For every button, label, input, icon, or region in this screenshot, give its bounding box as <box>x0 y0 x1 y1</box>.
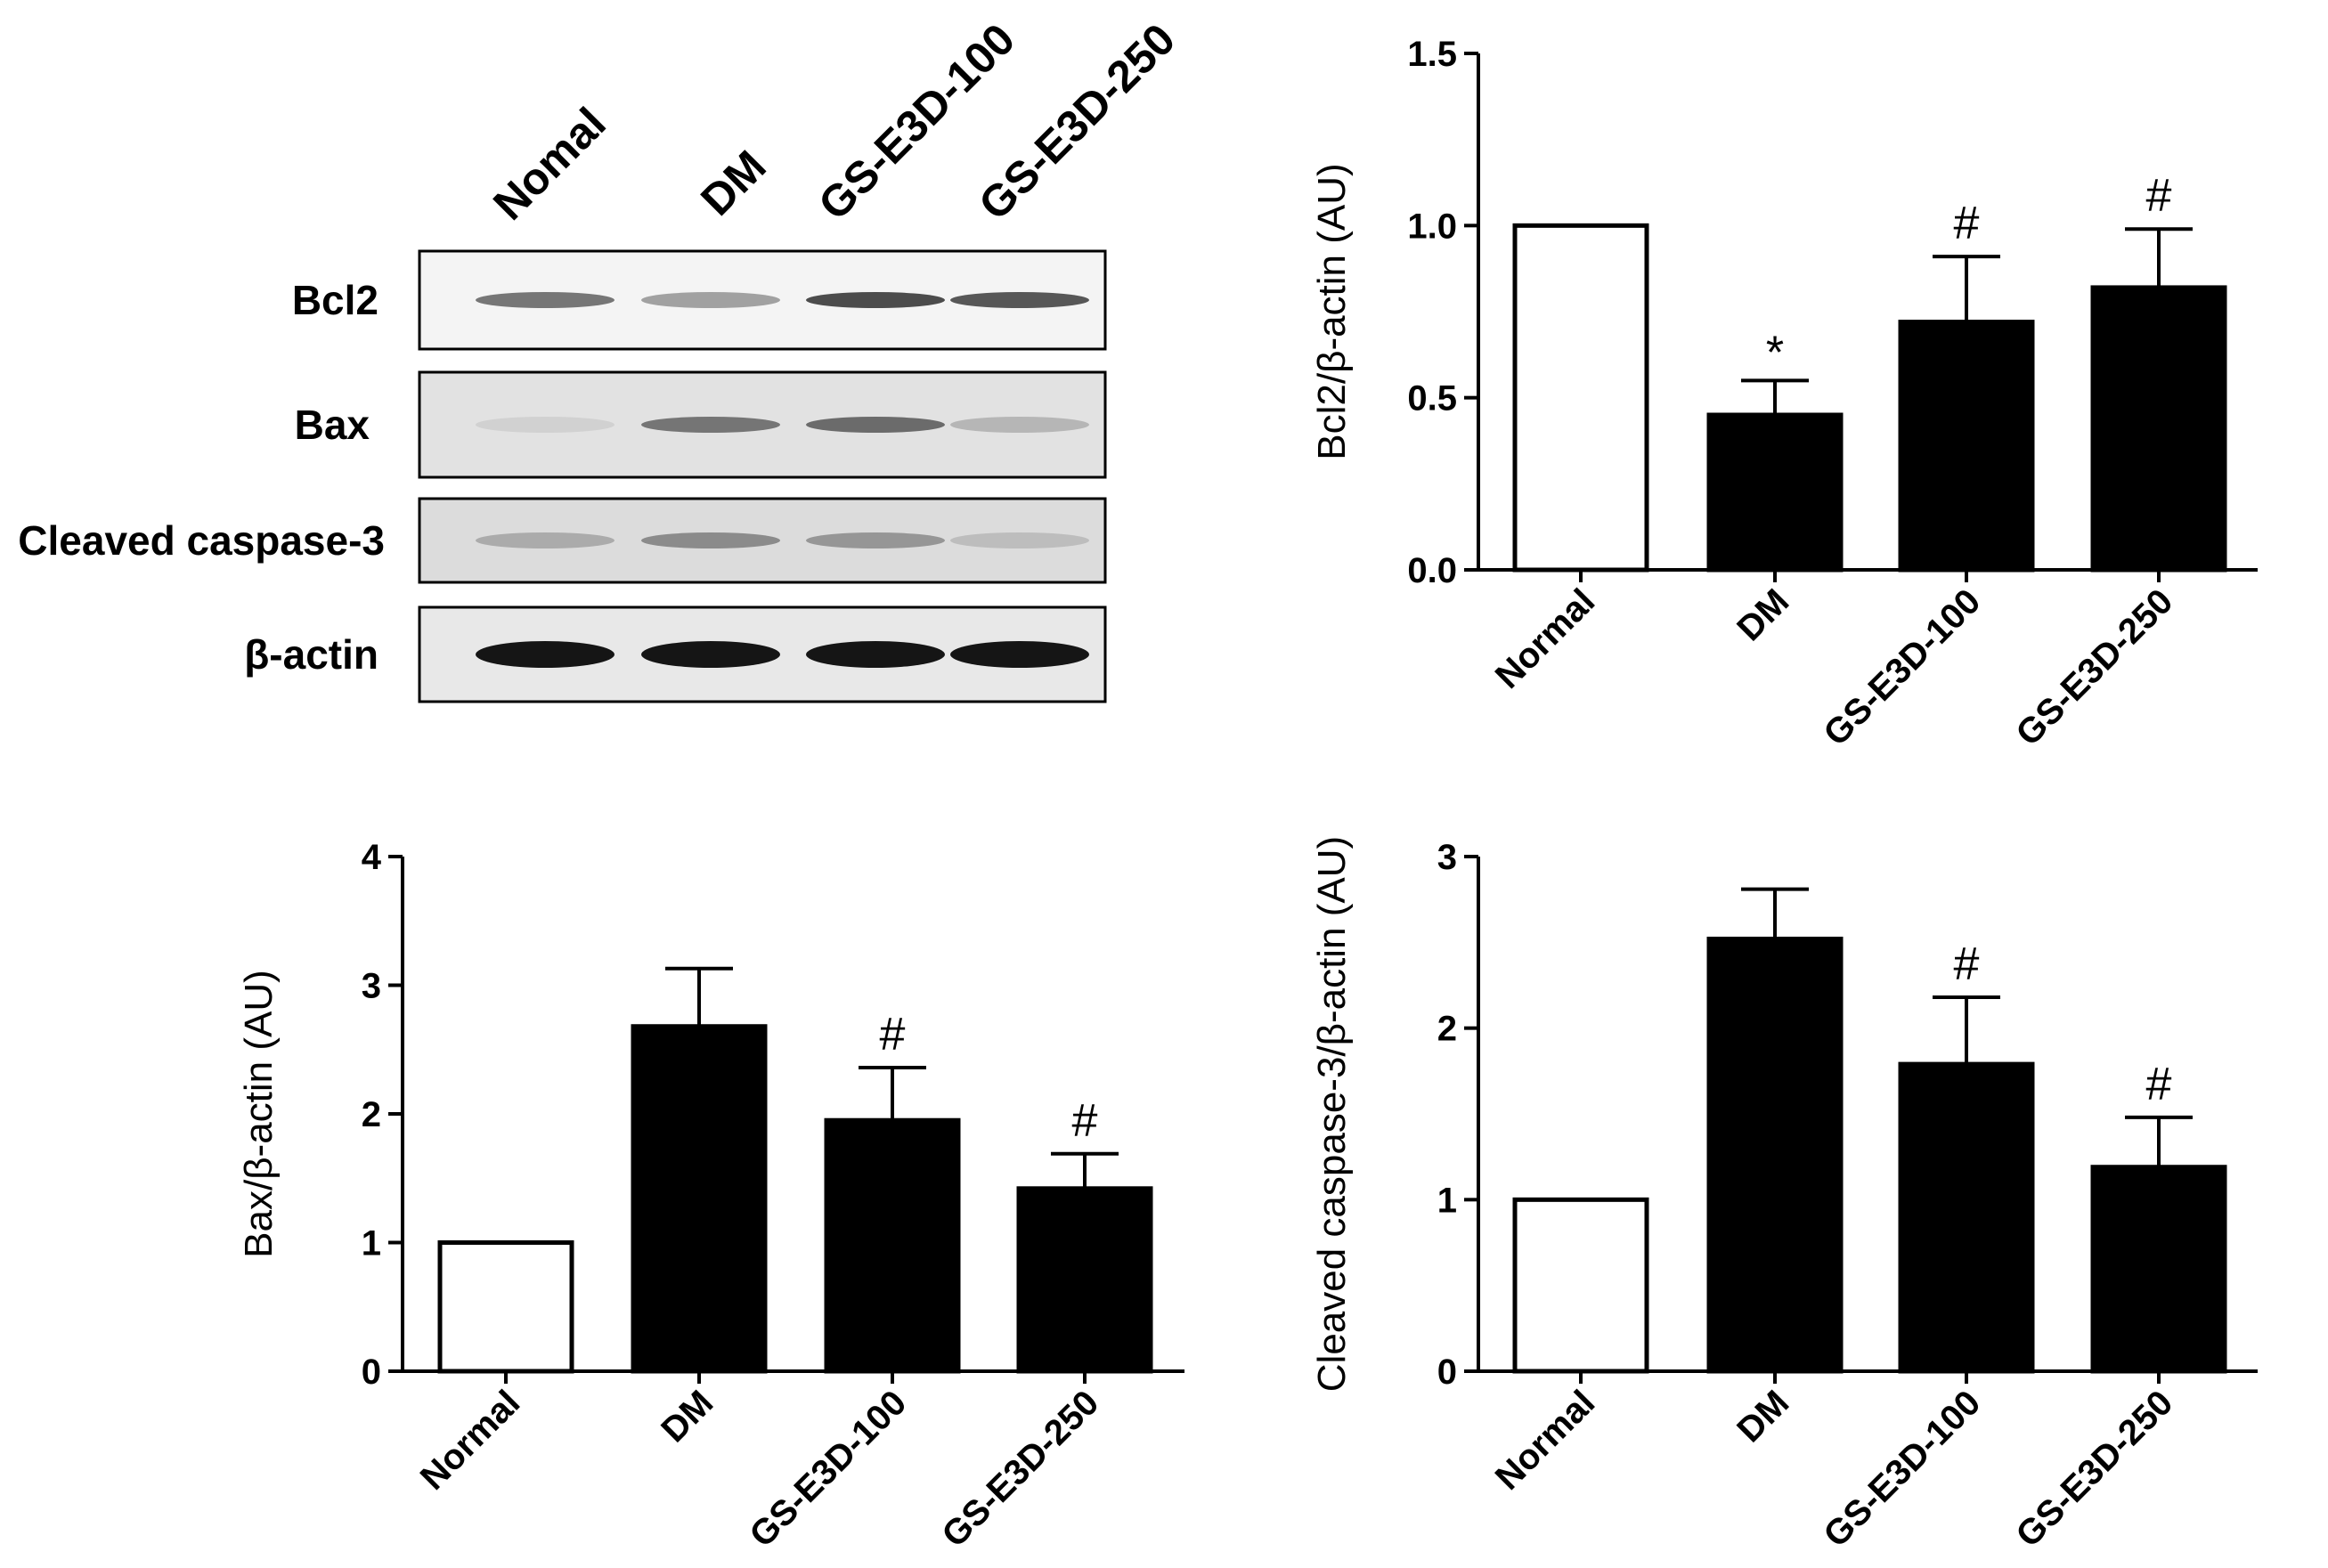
significance-marker: * <box>1766 327 1784 378</box>
bar <box>1898 320 2035 573</box>
y-tick-label: 0.5 <box>1407 379 1457 418</box>
blot-band <box>641 641 780 668</box>
y-tick-label: 2 <box>1437 1010 1457 1049</box>
x-tick-label: GS-E3D-250 <box>2008 581 2180 753</box>
y-tick-label: 1.5 <box>1407 35 1457 74</box>
x-tick-label: Normal <box>1488 581 1603 696</box>
blot-band <box>641 292 780 308</box>
bar <box>824 1117 961 1374</box>
x-tick-label: GS-E3D-250 <box>2008 1383 2180 1555</box>
y-axis-title: Bax/β-actin (AU) <box>237 970 281 1258</box>
blot-band <box>806 532 945 548</box>
significance-marker: # <box>1954 938 1980 990</box>
y-tick-label: 0.0 <box>1407 551 1457 590</box>
bar <box>2090 285 2227 573</box>
y-tick-label: 3 <box>362 967 381 1006</box>
blot-row-label: Bcl2 <box>292 277 379 323</box>
blot-band <box>950 532 1089 548</box>
western-blot-panel: Nomal DM GS-E3D-100GS-E3D-250Bcl2BaxCleave… <box>18 14 1184 703</box>
blot-band <box>950 641 1089 668</box>
significance-marker: # <box>1072 1095 1098 1147</box>
y-tick-label: 4 <box>362 838 382 877</box>
blot-row-label: β-actin <box>244 631 379 678</box>
blot-band <box>806 641 945 668</box>
blot-lane-label: Nomal <box>484 98 615 230</box>
x-tick-label: DM <box>1730 581 1796 648</box>
blot-band <box>476 641 615 668</box>
significance-marker: # <box>2146 170 2172 222</box>
blot-band <box>806 292 945 308</box>
y-tick-label: 1 <box>362 1224 381 1263</box>
bar <box>1512 223 1649 573</box>
significance-marker: # <box>2146 1059 2172 1110</box>
y-tick-label: 1 <box>1437 1181 1457 1220</box>
blot-band <box>476 417 615 433</box>
blot-band <box>476 532 615 548</box>
significance-marker: # <box>1954 198 1980 249</box>
blot-row-label: Cleaved caspase-3 <box>18 517 385 564</box>
y-tick-label: 1.0 <box>1407 207 1457 246</box>
y-tick-label: 0 <box>1437 1353 1457 1392</box>
bax-bar-chart: 0 1 2 3 4 Bax/β-actin (AU) Normal DM # GS-E3D-100… <box>237 838 1184 1555</box>
blot-row-label: Bax <box>295 402 370 448</box>
x-tick-label: GS-E3D-100 <box>1816 581 1988 753</box>
x-tick-label: GS-E3D-100 <box>1816 1383 1988 1555</box>
blot-band <box>641 417 780 433</box>
blot-band <box>950 417 1089 433</box>
blot-band <box>806 417 945 433</box>
y-axis-title: Bcl2/β-actin (AU) <box>1310 163 1354 459</box>
bar <box>1706 936 1844 1374</box>
bar <box>1898 1061 2035 1374</box>
y-tick-label: 0 <box>362 1353 381 1392</box>
y-tick-label: 2 <box>362 1095 381 1134</box>
x-tick-label: GS-E3D-250 <box>934 1383 1106 1555</box>
y-tick-label: 3 <box>1437 838 1457 877</box>
blot-band <box>950 292 1089 308</box>
blot-band <box>641 532 780 548</box>
blot-lane-label: DM <box>691 141 776 225</box>
x-tick-label: DM <box>1730 1383 1796 1450</box>
significance-marker: # <box>880 1009 906 1060</box>
x-tick-label: DM <box>654 1383 720 1450</box>
bar <box>1706 412 1844 573</box>
x-tick-label: GS-E3D-100 <box>742 1383 914 1555</box>
cleaved-caspase-3-bar-chart: 0 1 2 3 Cleaved caspase-3/β-actin (AU) Normal… <box>1310 836 2258 1555</box>
bcl2-bar-chart: 0.0 0.5 1.0 1.5 Bcl2/β-actin (AU) Normal * DM # G… <box>1310 35 2258 753</box>
x-tick-label: Normal <box>413 1383 528 1498</box>
bar <box>1016 1186 1153 1374</box>
bar <box>1512 1197 1649 1374</box>
x-tick-label: Normal <box>1488 1383 1603 1498</box>
bar <box>631 1024 768 1374</box>
bar <box>2090 1165 2227 1374</box>
blot-band <box>476 292 615 308</box>
bar <box>437 1240 574 1374</box>
y-axis-title: Cleaved caspase-3/β-actin (AU) <box>1310 836 1354 1392</box>
